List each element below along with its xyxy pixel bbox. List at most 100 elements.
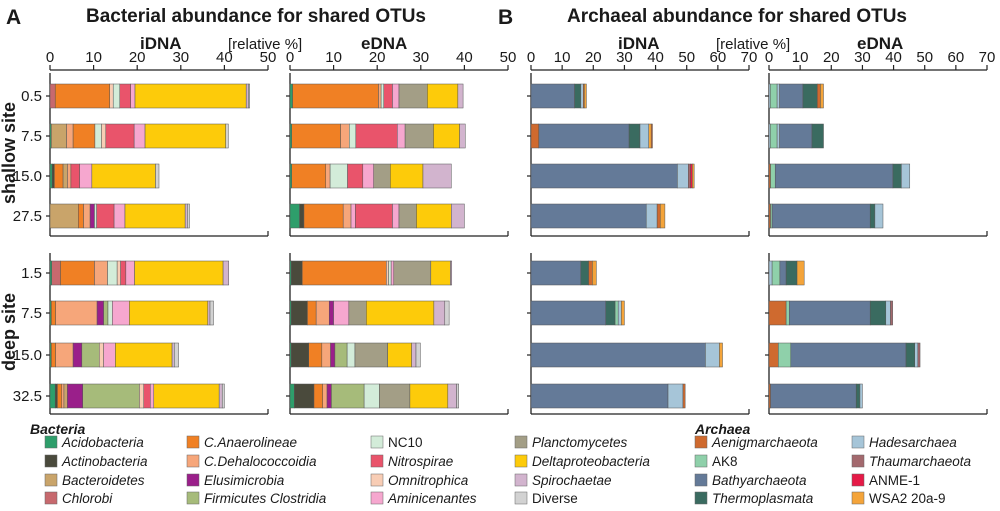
depth-label: 15.0 [13, 347, 42, 364]
legend-label: Nitrospirae [388, 454, 453, 469]
legend-item-diverse: Diverse [514, 491, 578, 506]
bar-segment-anme-1 [690, 163, 693, 189]
legend-item-aminicenantes: Aminicenantes [370, 491, 477, 506]
depth-label: 15.0 [13, 168, 42, 185]
site-label-shallow: shallow site [0, 102, 19, 204]
tick-label: 30 [854, 49, 871, 66]
bar-segment-bathyarchaeota [530, 342, 706, 368]
bar-segment-wsa2-20a-9 [648, 123, 652, 149]
legend-item-thermoplasmata: Thermoplasmata [694, 491, 814, 506]
bar-segment-spirochaetae [171, 342, 175, 368]
bar-segment-nitrospirae [96, 203, 115, 229]
bar-segment-spirochaetae [222, 260, 230, 286]
site-label-deep: deep site [0, 293, 19, 371]
bar-segment-acidobacteria [289, 83, 293, 109]
bar-segment-aminicenantes [133, 123, 146, 149]
bar-segment-planctomycetes [348, 300, 367, 326]
bar-segment-c-anaerolineae [60, 260, 95, 286]
legend-swatch [694, 491, 708, 505]
bar-segment-deltaproteobacteria [387, 342, 412, 368]
bar-segment-spirochaetae [457, 83, 464, 109]
legend-item-c-dehalococcoidia: C.Dehalococcoidia [186, 454, 317, 469]
bar-segment-bathyarchaeota [779, 123, 813, 149]
bar-segment-c-dehalococcoidia [342, 203, 352, 229]
bar-segment-aminicenantes [397, 123, 406, 149]
legend-item-firmicutes-clostridia: Firmicutes Clostridia [186, 491, 327, 506]
bar-segment-bacteroidetes [62, 163, 68, 189]
bar-segment-acidobacteria [289, 123, 292, 149]
tick-label: 30 [616, 49, 633, 66]
bar-segment-planctomycetes [398, 203, 417, 229]
panel-title-b: Archaeal abundance for shared OTUs [567, 6, 907, 27]
bar-segment-thermoplasmata [785, 260, 798, 286]
subplot-b-edna: 0 10 20 30 40 50 60 70 [765, 49, 995, 415]
bar-segment-c-dehalococcoidia [94, 260, 108, 286]
legend-label: Acidobacteria [61, 435, 144, 450]
bar-segment-nitrospirae [119, 83, 131, 109]
bar-segment-bacteroidetes [49, 203, 79, 229]
bar-segment-ak8 [778, 342, 792, 368]
bar-segment-c-anaerolineae [54, 83, 110, 109]
legend-swatch [44, 473, 58, 487]
bar-segment-actinobacteria [291, 342, 309, 368]
bar-segment-thermoplasmata [905, 342, 916, 368]
legend-label: Aminicenantes [387, 491, 477, 506]
legend-item-deltaproteobacteria: Deltaproteobacteria [514, 454, 650, 469]
bar-segment-c-dehalococcoidia [61, 383, 65, 409]
tick-label: 10 [325, 49, 342, 66]
legend-label: Diverse [532, 491, 578, 506]
panel-title-a: Bacterial abundance for shared OTUs [86, 6, 426, 27]
bar-segment-diverse [221, 383, 225, 409]
legend-item-bacteroidetes: Bacteroidetes [44, 473, 145, 488]
bar-segment-wsa2-20a-9 [621, 300, 625, 326]
bar-segment-deltaproteobacteria [433, 123, 460, 149]
bar-segment-deltaproteobacteria [427, 83, 459, 109]
legend-label: Thermoplasmata [712, 491, 814, 506]
bar-segment-c-dehalococcoidia [325, 163, 331, 189]
tick-label: 60 [710, 49, 727, 66]
bar-segment-c-anaerolineae [51, 300, 56, 326]
bar-segment-firmicutes-clostridia [82, 383, 140, 409]
bar-segment-nitrospirae [355, 123, 398, 149]
bar-segment-c-anaerolineae [313, 383, 323, 409]
bar-segment-diverse [444, 300, 450, 326]
bar-segment-actinobacteria [54, 383, 58, 409]
bar-segment-bathyarchaeota [530, 300, 606, 326]
bar-segment-nc10 [94, 203, 97, 229]
legend-swatch [44, 454, 58, 468]
bar-segment-aenigmarchaeota [650, 123, 653, 149]
bar-segment-diverse [155, 163, 160, 189]
bar-segment-aminicenantes [390, 260, 395, 286]
bar-segment-hadesarchaea [874, 203, 884, 229]
tick-label: 10 [792, 49, 809, 66]
bar-segment-nc10 [349, 123, 357, 149]
bar-segment-actinobacteria [291, 260, 303, 286]
legend-item-wsa2-20a-9: WSA2 20a-9 [851, 491, 946, 506]
legend-label: Hadesarchaea [869, 435, 957, 450]
bar-segment-omnitrophica [116, 260, 121, 286]
bar-segment-bathyarchaeota [530, 83, 575, 109]
bar-segment-actinobacteria [291, 300, 308, 326]
bar-segment-firmicutes-clostridia [331, 383, 365, 409]
legend-swatch [514, 454, 528, 468]
bar-segment-hadesarchaea [768, 260, 773, 286]
legend-label: WSA2 20a-9 [869, 491, 946, 506]
bar-segment-spirochaetae [184, 203, 188, 229]
bar-segment-aminicenantes [79, 163, 93, 189]
bar-segment-firmicutes-clostridia [103, 300, 109, 326]
bar-segment-c-anaerolineae [291, 123, 341, 149]
bar-segment-thermoplasmata [869, 300, 887, 326]
legend-swatch [186, 491, 200, 505]
bar-segment-hadesarchaea [776, 83, 780, 109]
depth-label: 7.5 [21, 128, 42, 145]
bar-segment-thermoplasmata [802, 83, 818, 109]
bar-segment-diverse [225, 123, 229, 149]
bar-segment-hadesarchaea [776, 123, 780, 149]
legend-swatch [851, 435, 865, 449]
bar-segment-ak8 [771, 260, 781, 286]
bar-segment-c-anaerolineae [308, 342, 323, 368]
bar-segment-nc10 [363, 383, 380, 409]
bar-segment-elusimicrobia [96, 300, 104, 326]
tick-label: 0 [527, 49, 535, 66]
bar-segment-thermoplasmata [628, 123, 641, 149]
